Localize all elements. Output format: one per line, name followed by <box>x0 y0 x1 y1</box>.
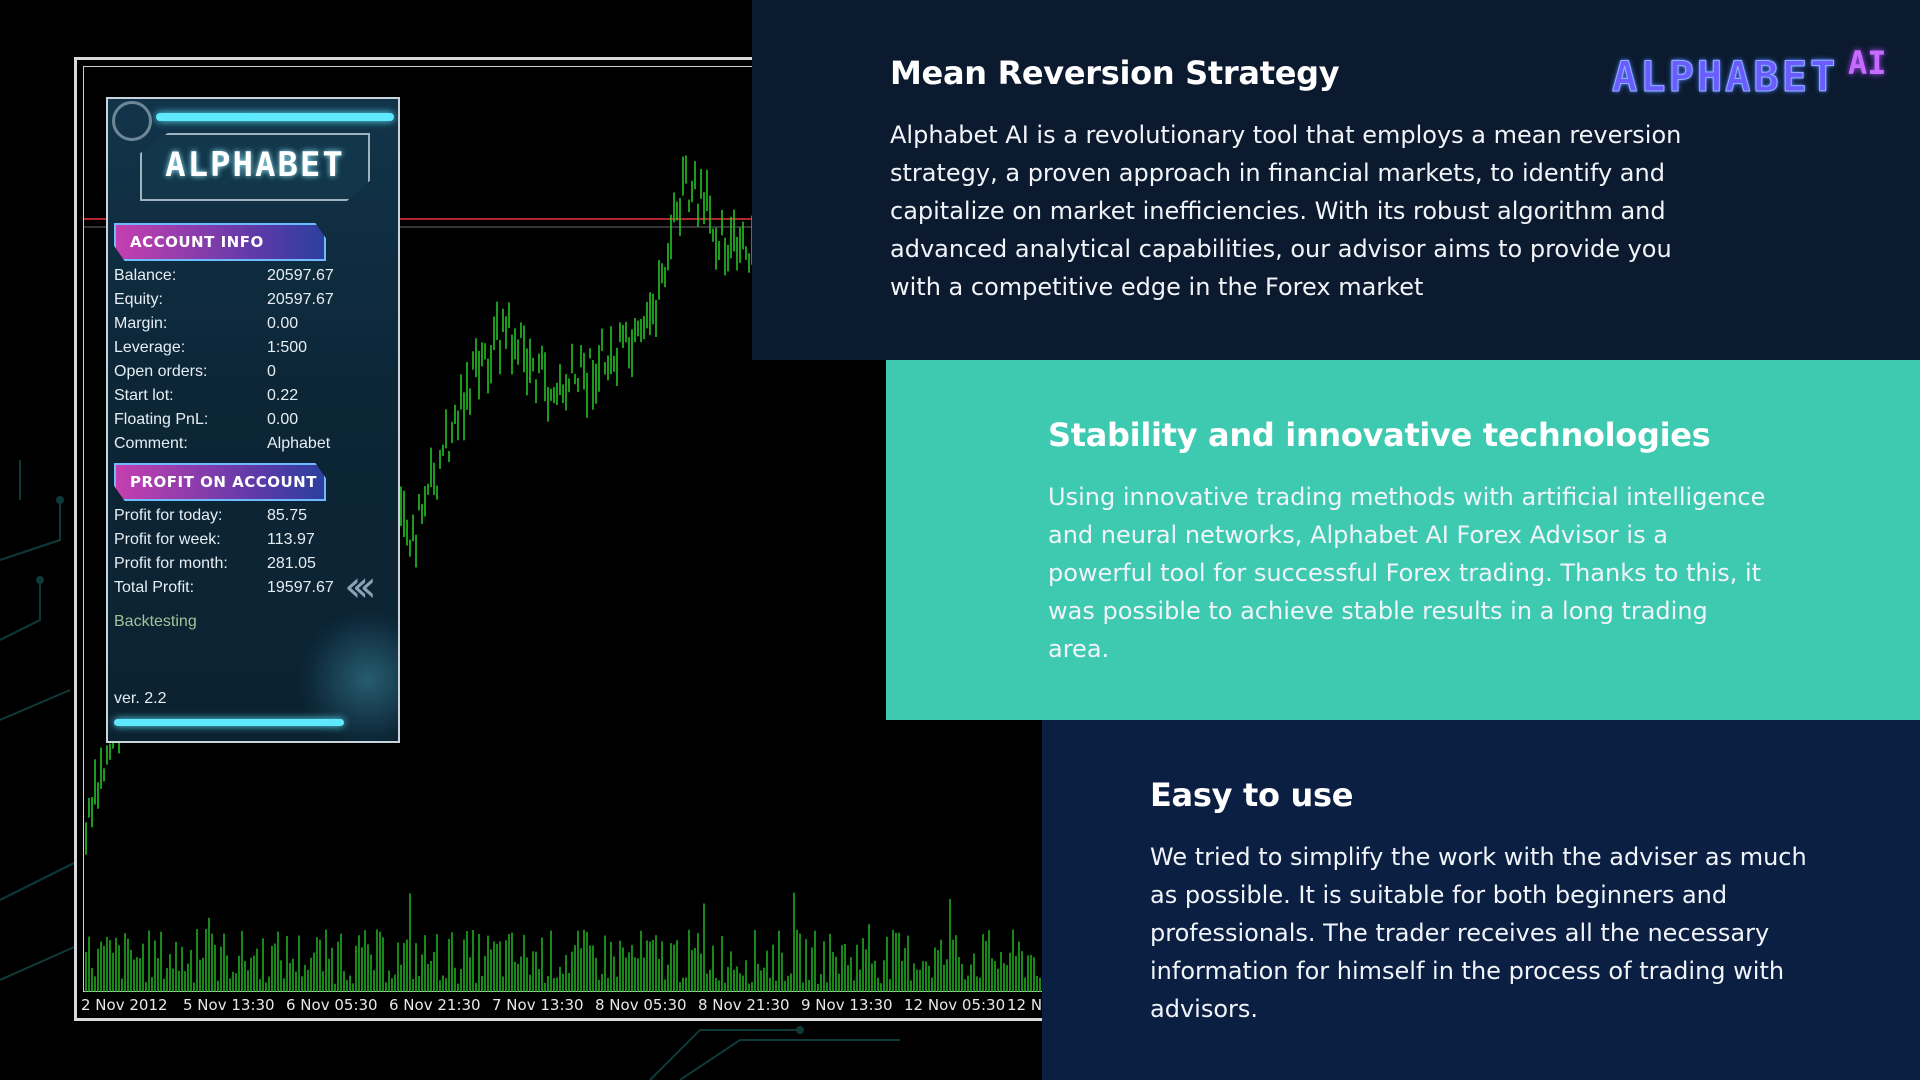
profit-row: Profit for week: 113.97 <box>114 531 394 553</box>
version-label: ver. 2.2 <box>114 690 167 707</box>
ea-logo: ALPHABET <box>140 133 370 201</box>
panel-stability: Stability and innovative technologies Us… <box>886 360 1920 720</box>
panel-body: Using innovative trading methods with ar… <box>1048 483 1766 663</box>
time-tick-label: 5 Nov 13:30 <box>183 996 275 1014</box>
account-row: Margin: 0.00 <box>114 315 394 337</box>
row-value: 1:500 <box>267 339 308 356</box>
section-account-label: ACCOUNT INFO <box>130 233 264 251</box>
row-label: Profit for week: <box>114 531 221 548</box>
row-label: Margin: <box>114 315 168 332</box>
time-tick-label: 8 Nov 21:30 <box>698 996 790 1014</box>
panel-top-bar <box>156 113 394 121</box>
time-tick-label: 12 No <box>1007 996 1052 1014</box>
row-value: 281.05 <box>267 555 316 572</box>
panel-body: We tried to simplify the work with the a… <box>1150 843 1807 1023</box>
time-tick-label: 7 Nov 13:30 <box>492 996 584 1014</box>
row-label: Start lot: <box>114 387 174 404</box>
row-value: 20597.67 <box>267 267 334 284</box>
brand-name: ALPHABET <box>1611 52 1839 102</box>
row-label: Total Profit: <box>114 579 195 596</box>
panel-title: Mean Reversion Strategy <box>890 54 1340 92</box>
row-label: Leverage: <box>114 339 186 356</box>
section-profit-on-account: PROFIT ON ACCOUNT <box>114 463 326 501</box>
ea-info-panel: ALPHABET ACCOUNT INFO Balance: 20597.67 E… <box>106 97 400 743</box>
row-value: 0 <box>267 363 276 380</box>
row-value: 0.00 <box>267 411 299 428</box>
account-row: Leverage: 1:500 <box>114 339 394 361</box>
account-row: Equity: 20597.67 <box>114 291 394 313</box>
time-tick-label: 2 Nov 2012 <box>81 996 168 1014</box>
time-tick-label: 12 Nov 05:30 <box>904 996 1006 1014</box>
row-label: Profit for today: <box>114 507 223 524</box>
profit-row: Profit for today: 85.75 <box>114 507 394 529</box>
profit-row: Total Profit: 19597.67 <box>114 579 394 601</box>
account-row: Start lot: 0.22 <box>114 387 394 409</box>
time-tick-label: 6 Nov 21:30 <box>389 996 481 1014</box>
row-value: 85.75 <box>267 507 308 524</box>
row-value: 20597.67 <box>267 291 334 308</box>
brand-suffix: AI <box>1848 44 1887 82</box>
row-label: Profit for month: <box>114 555 228 572</box>
row-value: 19597.67 <box>267 579 334 596</box>
profit-row: Profit for month: 281.05 <box>114 555 394 577</box>
account-row: Comment: Alphabet <box>114 435 394 457</box>
time-tick-label: 6 Nov 05:30 <box>286 996 378 1014</box>
row-label: Comment: <box>114 435 188 452</box>
time-tick-label: 8 Nov 05:30 <box>595 996 687 1014</box>
panel-easy-to-use: Easy to use We tried to simplify the wor… <box>1042 720 1920 1080</box>
ring-icon <box>112 101 152 141</box>
mode-label: Backtesting <box>114 613 197 630</box>
alphabet-ai-logo: ALPHABET AI <box>1611 44 1886 102</box>
account-row: Balance: 20597.67 <box>114 267 394 289</box>
row-value: 0.22 <box>267 387 299 404</box>
time-axis: 2 Nov 2012 5 Nov 13:30 6 Nov 05:30 6 Nov… <box>77 996 1071 1014</box>
row-label: Open orders: <box>114 363 208 380</box>
section-account-info: ACCOUNT INFO <box>114 223 326 261</box>
row-value: Alphabet <box>267 435 331 452</box>
time-tick-label: 9 Nov 13:30 <box>801 996 893 1014</box>
ea-logo-text: ALPHABET <box>165 145 345 185</box>
section-profit-label: PROFIT ON ACCOUNT <box>130 473 317 491</box>
panel-body: Alphabet AI is a revolutionary tool that… <box>890 121 1682 301</box>
panel-title: Stability and innovative technologies <box>1048 416 1711 454</box>
panel-title: Easy to use <box>1150 776 1354 814</box>
row-label: Equity: <box>114 291 163 308</box>
row-value: 0.00 <box>267 315 299 332</box>
account-row: Open orders: 0 <box>114 363 394 385</box>
panel-bottom-bar <box>114 719 344 726</box>
row-label: Balance: <box>114 267 177 284</box>
row-value: 113.97 <box>267 531 315 548</box>
panel-mean-reversion: Mean Reversion Strategy Alphabet AI is a… <box>752 0 1920 360</box>
row-label: Floating PnL: <box>114 411 209 428</box>
chevrons-left-icon: ‹‹‹ <box>344 561 377 612</box>
account-row: Floating PnL: 0.00 <box>114 411 394 433</box>
